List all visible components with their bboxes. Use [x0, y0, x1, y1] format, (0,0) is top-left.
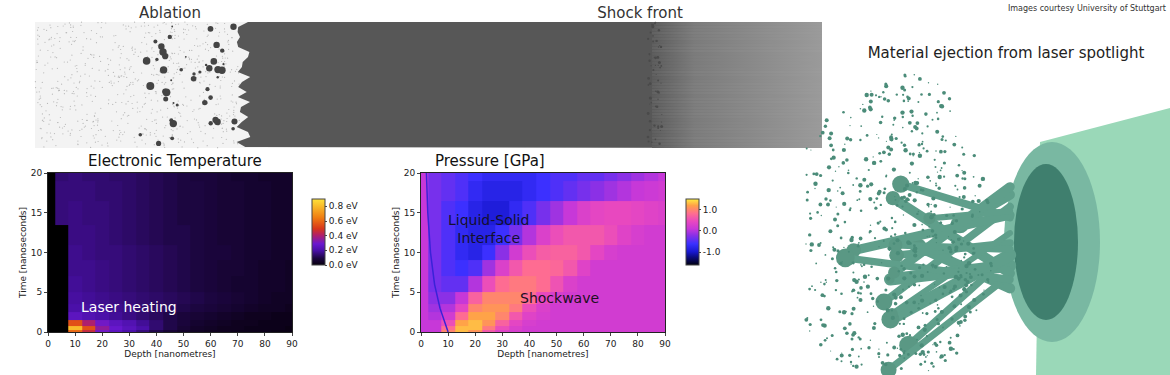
svg-text:80: 80 — [632, 339, 644, 349]
svg-text:Pressure [GPa]: Pressure [GPa] — [435, 152, 545, 170]
svg-text:Laser heating: Laser heating — [81, 299, 177, 315]
svg-text:70: 70 — [232, 339, 244, 349]
svg-text:70: 70 — [605, 339, 617, 349]
svg-text:20: 20 — [469, 339, 481, 349]
svg-text:15: 15 — [404, 208, 415, 218]
svg-text:1.0: 1.0 — [703, 205, 718, 215]
svg-text:10: 10 — [31, 248, 43, 258]
svg-text:Liquid-SolidInterface: Liquid-SolidInterface — [448, 212, 529, 246]
svg-text:20: 20 — [31, 168, 43, 178]
svg-text:80: 80 — [259, 339, 271, 349]
svg-text:0.8 eV: 0.8 eV — [329, 201, 359, 211]
svg-text:10: 10 — [69, 339, 81, 349]
svg-text:90: 90 — [659, 339, 671, 349]
svg-text:Depth [nanometres]: Depth [nanometres] — [497, 349, 588, 359]
svg-text:90: 90 — [286, 339, 298, 349]
svg-text:Shockwave: Shockwave — [520, 290, 599, 306]
svg-text:0: 0 — [36, 327, 42, 337]
svg-text:15: 15 — [31, 208, 42, 218]
svg-text:40: 40 — [524, 339, 536, 349]
svg-text:40: 40 — [151, 339, 163, 349]
svg-text:10: 10 — [404, 248, 416, 258]
svg-text:Depth [nanometres]: Depth [nanometres] — [124, 349, 215, 359]
svg-text:60: 60 — [578, 339, 590, 349]
svg-text:Time [nanoseconds]: Time [nanoseconds] — [391, 207, 401, 299]
svg-text:0: 0 — [409, 327, 415, 337]
svg-text:Electronic Temperature: Electronic Temperature — [88, 152, 262, 170]
svg-text:0.6 eV: 0.6 eV — [329, 216, 359, 226]
svg-text:5: 5 — [409, 287, 415, 297]
svg-text:Time [nanoseconds]: Time [nanoseconds] — [18, 207, 28, 299]
svg-text:0: 0 — [45, 339, 51, 349]
svg-text:Material ejection from laser s: Material ejection from laser spotlight — [868, 44, 1145, 62]
svg-text:0.4 eV: 0.4 eV — [329, 231, 359, 241]
svg-text:Images courtesy University of: Images courtesy University of Stuttgart — [1008, 4, 1166, 13]
svg-text:60: 60 — [205, 339, 217, 349]
svg-text:0.0 eV: 0.0 eV — [329, 260, 359, 270]
svg-text:20: 20 — [404, 168, 416, 178]
svg-text:50: 50 — [551, 339, 563, 349]
svg-text:0.2 eV: 0.2 eV — [329, 245, 359, 255]
svg-text:0.0: 0.0 — [703, 226, 718, 236]
svg-text:Ablation: Ablation — [139, 4, 201, 22]
svg-text:10: 10 — [442, 339, 454, 349]
svg-text:20: 20 — [96, 339, 108, 349]
svg-text:30: 30 — [124, 339, 136, 349]
svg-text:-1.0: -1.0 — [703, 247, 721, 257]
svg-text:0: 0 — [418, 339, 424, 349]
svg-text:Shock front: Shock front — [597, 4, 683, 22]
svg-text:5: 5 — [36, 287, 42, 297]
svg-text:50: 50 — [178, 339, 190, 349]
svg-text:30: 30 — [497, 339, 509, 349]
